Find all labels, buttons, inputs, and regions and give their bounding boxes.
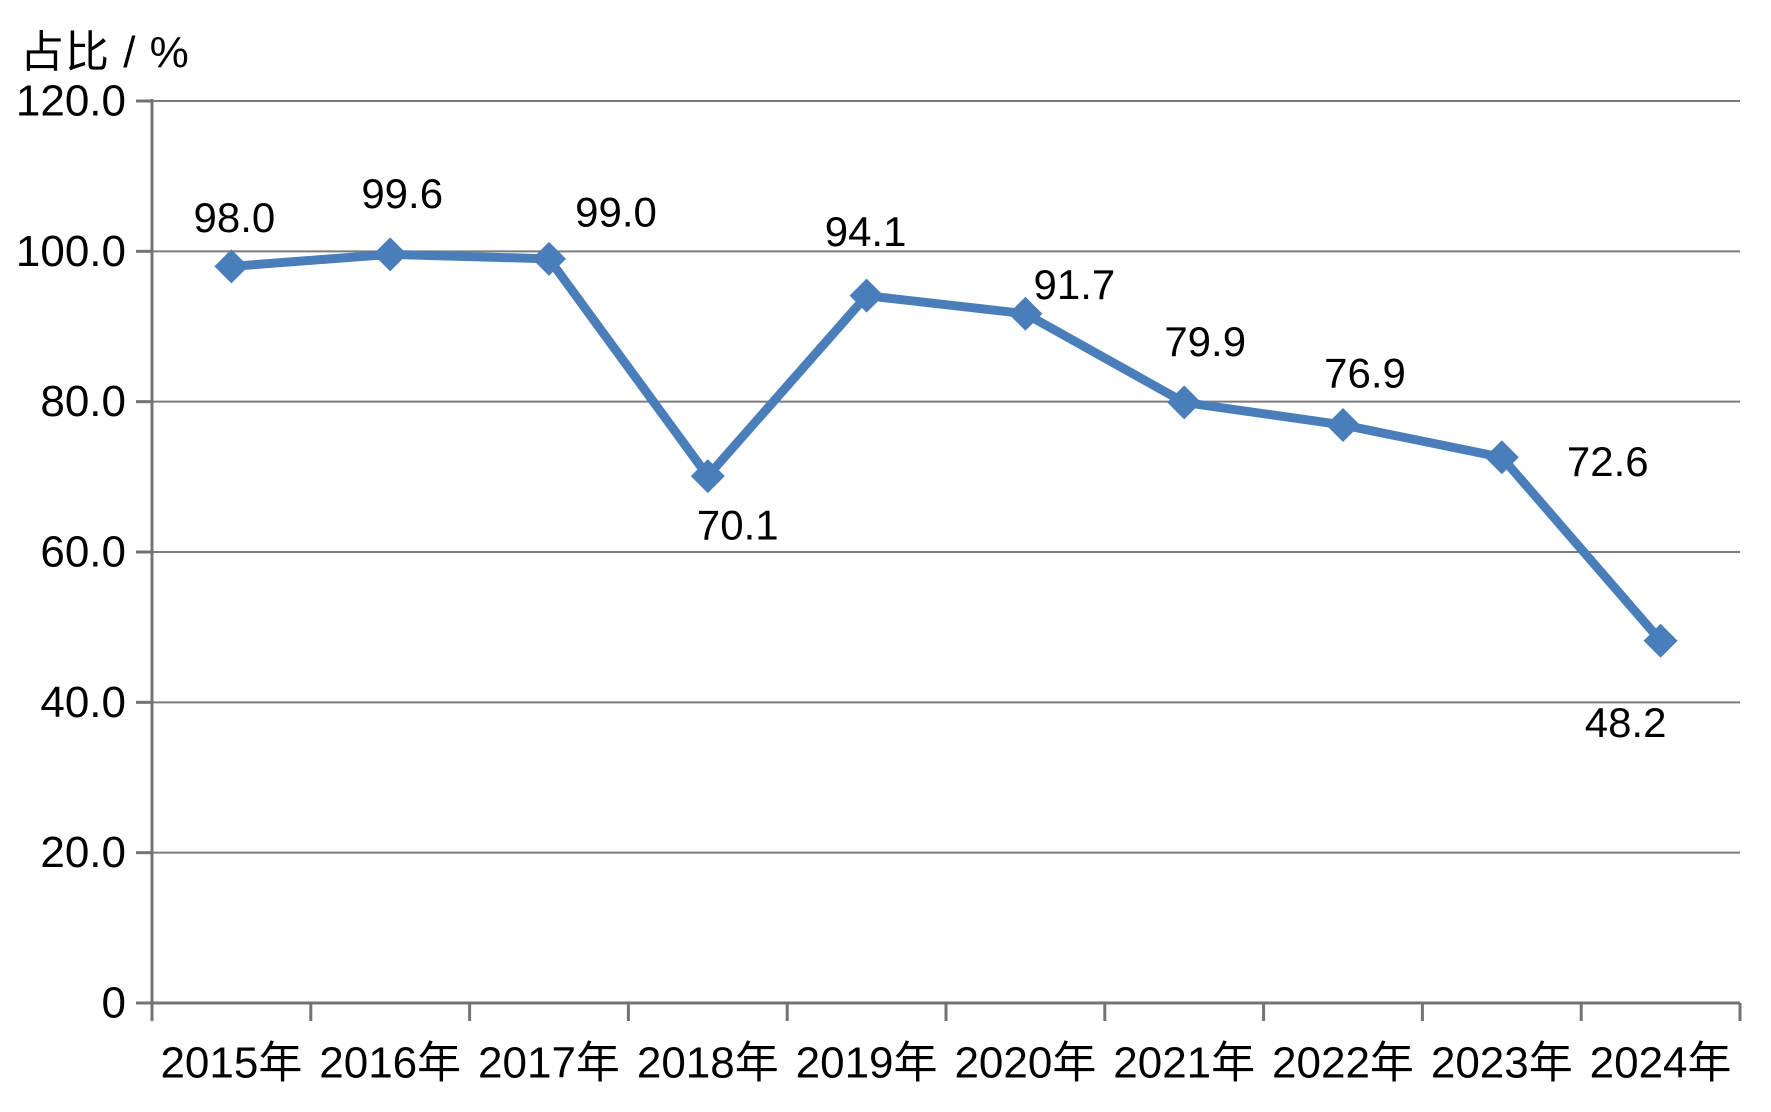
data-label: 79.9 xyxy=(1164,318,1246,365)
x-axis-tick-label: 2020年 xyxy=(954,1039,1096,1088)
data-point-marker xyxy=(214,249,249,284)
data-label: 48.2 xyxy=(1585,699,1667,746)
data-label: 94.1 xyxy=(825,208,907,255)
x-axis-tick-label: 2016年 xyxy=(319,1039,461,1088)
x-axis-tick-label: 2022年 xyxy=(1272,1039,1414,1088)
data-label: 70.1 xyxy=(697,502,779,549)
y-axis-tick-label: 40.0 xyxy=(40,678,126,727)
data-point-marker xyxy=(1484,440,1519,475)
data-label: 98.0 xyxy=(194,194,276,241)
x-axis-tick-label: 2021年 xyxy=(1113,1039,1255,1088)
x-axis-tick-label: 2018年 xyxy=(637,1039,779,1088)
data-point-marker xyxy=(1167,385,1202,420)
data-label: 72.6 xyxy=(1567,438,1649,485)
data-label: 99.6 xyxy=(361,170,443,217)
data-point-marker xyxy=(1008,296,1043,331)
x-axis-tick-label: 2017年 xyxy=(478,1039,620,1088)
y-axis-tick-label: 80.0 xyxy=(40,377,126,426)
y-axis-tick-label: 20.0 xyxy=(40,828,126,877)
y-axis-tick-label: 100.0 xyxy=(16,227,126,276)
data-point-marker xyxy=(690,459,725,494)
series-line xyxy=(226,249,1666,646)
y-axis-tick-label: 120.0 xyxy=(16,77,126,126)
x-axis-tick-label: 2023年 xyxy=(1431,1039,1573,1088)
x-axis-tick-label: 2024年 xyxy=(1590,1039,1732,1088)
data-point-marker xyxy=(532,241,566,276)
y-axis-title: 占比 / % xyxy=(20,28,190,77)
data-label: 91.7 xyxy=(1034,261,1116,308)
x-axis-tick-label: 2019年 xyxy=(796,1039,938,1088)
y-axis-tick-label: 0 xyxy=(102,979,126,1028)
x-axis-tick-label: 2015年 xyxy=(160,1039,302,1088)
data-point-marker xyxy=(1326,407,1360,442)
data-point-marker xyxy=(849,278,884,313)
data-label: 76.9 xyxy=(1324,349,1406,396)
data-point-marker xyxy=(373,237,408,272)
y-axis-tick-label: 60.0 xyxy=(40,528,126,577)
data-label: 99.0 xyxy=(575,188,657,235)
data-point-marker xyxy=(1643,623,1678,658)
